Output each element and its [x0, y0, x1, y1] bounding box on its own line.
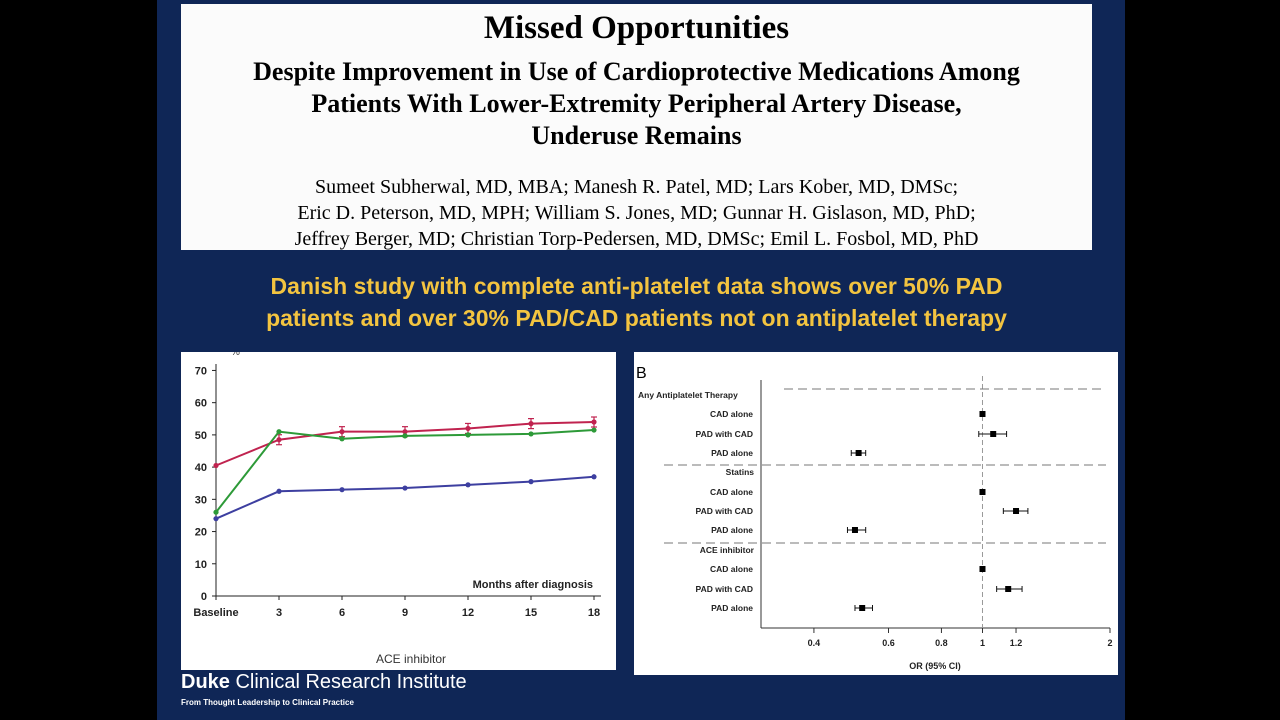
logo-tagline: From Thought Leadership to Clinical Prac… — [181, 698, 354, 707]
or-marker — [859, 605, 866, 611]
paper-subtitle-line: Despite Improvement in Use of Cardioprot… — [253, 57, 1020, 86]
chart-title: ACE inhibitor — [376, 652, 446, 666]
row-label: PAD with CAD — [696, 429, 753, 439]
data-point — [591, 419, 597, 425]
paper-authors: Sumeet Subherwal, MD, MBA; Manesh R. Pat… — [181, 174, 1092, 252]
or-marker — [979, 566, 986, 572]
x-tick-label: 3 — [276, 607, 282, 619]
or-marker — [979, 411, 986, 417]
or-marker — [1013, 508, 1020, 514]
headline-line: patients and over 30% PAD/CAD patients n… — [266, 305, 1007, 331]
data-point — [213, 509, 219, 515]
data-point — [402, 433, 408, 439]
data-point — [276, 437, 282, 443]
forest-x-tick-label: 0.8 — [935, 638, 948, 648]
data-point — [591, 427, 597, 433]
panel-label: B — [636, 365, 647, 382]
group-label: Any Antiplatelet Therapy — [638, 390, 738, 400]
y-tick-label: 40 — [195, 462, 207, 474]
forest-x-tick-label: 1 — [980, 638, 985, 648]
paper-header: Missed Opportunities Despite Improvement… — [181, 4, 1092, 250]
data-point — [339, 436, 345, 442]
forest-x-tick-label: 0.4 — [808, 638, 821, 648]
row-label: CAD alone — [710, 564, 753, 574]
data-point — [465, 482, 471, 488]
duke-logo: Duke Clinical Research Institute From Th… — [181, 670, 467, 707]
author-line: Jeffrey Berger, MD; Christian Torp-Peder… — [294, 228, 979, 250]
y-tick-label: 30 — [195, 494, 207, 506]
data-point — [339, 429, 345, 435]
paper-subtitle-line: Underuse Remains — [531, 121, 742, 150]
ace-inhibitor-line-chart: % 0 10 20 30 40 50 60 70 Baseline 3 6 9 12 15 18 Months … — [181, 347, 616, 670]
x-axis-label: Months after diagnosis — [473, 579, 593, 591]
data-point — [591, 474, 597, 480]
y-tick-label: 20 — [195, 527, 207, 539]
data-point — [213, 462, 219, 469]
paper-title: Missed Opportunities — [483, 10, 790, 46]
row-label: PAD alone — [711, 448, 753, 458]
data-point — [276, 429, 282, 435]
data-point — [528, 421, 534, 427]
or-marker — [855, 450, 862, 456]
slide-headline: Danish study with complete anti-platelet… — [181, 270, 1092, 334]
logo-institute: Clinical Research Institute — [229, 671, 467, 693]
logo-duke: Duke — [181, 671, 230, 693]
row-label: CAD alone — [710, 409, 753, 419]
y-tick-label: 60 — [195, 398, 207, 410]
author-line: Eric D. Peterson, MD, MPH; William S. Jo… — [297, 202, 976, 224]
paper-subtitle-line: Patients With Lower-Extremity Peripheral… — [311, 89, 962, 118]
row-label: PAD alone — [711, 603, 753, 613]
forest-plot-svg: B 0.4 0.6 0.8 1 1.2 2 OR (95% CI) Any Antiplatel… — [636, 365, 1113, 671]
y-tick-label: 70 — [195, 365, 207, 377]
data-point — [465, 425, 471, 432]
data-point — [339, 487, 345, 493]
row-label: PAD alone — [711, 525, 753, 535]
forest-x-tick-label: 0.6 — [882, 638, 895, 648]
data-point — [213, 516, 219, 522]
data-point — [528, 479, 534, 485]
or-marker — [1005, 586, 1012, 592]
data-point — [276, 488, 282, 494]
paper-subtitle: Despite Improvement in Use of Cardioprot… — [181, 56, 1092, 152]
odds-ratio-forest-plot: B 0.4 0.6 0.8 1 1.2 2 OR (95% CI) Any Antiplatel… — [634, 352, 1118, 675]
y-tick-label: 50 — [195, 430, 207, 442]
x-tick-label: 12 — [462, 607, 474, 619]
group-label: ACE inhibitor — [700, 545, 755, 555]
data-point — [528, 431, 534, 437]
x-tick-label: 15 — [525, 607, 537, 619]
line-chart-svg: % 0 10 20 30 40 50 60 70 Baseline 3 6 9 12 15 18 Months … — [193, 347, 601, 666]
data-point — [402, 485, 408, 491]
or-marker — [851, 527, 858, 533]
author-line: Sumeet Subherwal, MD, MBA; Manesh R. Pat… — [314, 176, 959, 198]
or-marker — [990, 431, 997, 437]
group-label: Statins — [726, 467, 755, 477]
series-line-2 — [215, 475, 595, 520]
y-axis-unit-label: % — [231, 352, 240, 358]
headline-line: Danish study with complete anti-platelet… — [270, 273, 1003, 299]
x-tick-label: 18 — [588, 607, 600, 619]
y-tick-label: 10 — [195, 559, 207, 571]
forest-x-axis-label: OR (95% CI) — [909, 661, 961, 671]
row-label: PAD with CAD — [696, 584, 753, 594]
row-label: PAD with CAD — [696, 506, 753, 516]
or-marker — [979, 489, 986, 495]
row-label: CAD alone — [710, 487, 753, 497]
x-tick-label: 6 — [339, 607, 345, 619]
logo-name: Duke Clinical Research Institute — [181, 670, 467, 694]
data-point — [465, 432, 471, 438]
x-tick-label: Baseline — [193, 607, 238, 619]
y-tick-label: 0 — [201, 591, 207, 603]
forest-x-tick-label: 1.2 — [1010, 638, 1023, 648]
forest-x-tick-label: 2 — [1107, 638, 1112, 648]
x-tick-label: 9 — [402, 607, 408, 619]
data-point — [402, 429, 408, 435]
